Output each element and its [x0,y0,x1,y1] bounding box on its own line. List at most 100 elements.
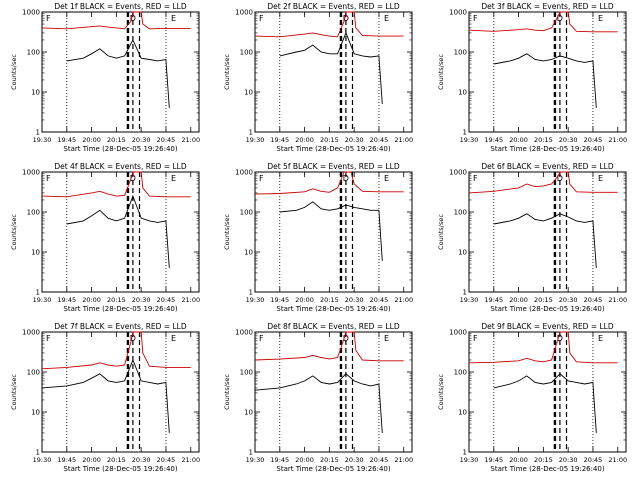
x-tick-label: 21:00 [181,296,200,304]
x-tick-label: 19:45 [57,296,76,304]
x-tick-label: 19:30 [460,296,479,304]
marker-label-e: E [598,174,603,183]
events-series-line [493,53,597,108]
x-tick-label: 20:15 [107,136,126,144]
marker-label-e: E [171,14,176,23]
chart-panel-7: Det 7f BLACK = Events, RED = LLD 1 10 100 10… [10,322,200,473]
x-tick-label: 19:30 [33,136,52,144]
x-axis-label: Start Time (28-Dec-05 19:26:40) [276,305,390,313]
lld-series-line [41,171,191,198]
chart-title: Det 4f BLACK = Events, RED = LLD [54,162,187,171]
y-tick-label: 1000 [235,9,253,17]
marker-label-f: F [259,14,264,23]
y-tick-label: 1 [36,449,40,457]
y-tick-label: 1000 [235,169,253,177]
y-tick-label: 10 [244,89,253,97]
plot-frame [41,171,200,293]
x-tick-label: 19:30 [460,136,479,144]
chart-panel-6: Det 6f BLACK = Events, RED = LLD 1 10 100 10… [437,162,627,313]
y-axis-label: Counts/sec [10,374,18,410]
y-tick-label: 1000 [22,169,40,177]
marker-label-d: D [557,174,563,183]
x-tick-label: 20:30 [559,296,578,304]
x-tick-label: 21:00 [181,136,200,144]
x-tick-label: 19:45 [270,136,289,144]
chart-title: Det 3f BLACK = Events, RED = LLD [481,2,614,11]
y-tick-label: 1000 [449,169,467,177]
x-tick-label: 19:45 [270,296,289,304]
lld-series-line [468,11,618,33]
x-tick-label: 20:00 [82,136,101,144]
x-tick-label: 20:45 [584,136,603,144]
y-tick-label: 1000 [22,329,40,337]
y-axis-label: Counts/sec [437,374,445,410]
x-tick-label: 19:30 [33,456,52,464]
x-tick-label: 20:45 [157,136,176,144]
y-tick-label: 10 [31,409,40,417]
chart-title: Det 5f BLACK = Events, RED = LLD [267,162,400,171]
plot-frame [468,331,627,453]
x-tick-label: 21:00 [394,456,413,464]
lld-series-line [254,11,404,38]
marker-label-e: E [171,334,176,343]
chart-title: Det 2f BLACK = Events, RED = LLD [267,2,400,11]
events-series-line [279,201,383,261]
x-tick-label: 20:15 [534,456,553,464]
plot-frame [41,331,200,453]
x-axis-label: Start Time (28-Dec-05 19:26:40) [490,145,604,153]
marker-label-d: D [343,14,349,23]
y-tick-label: 1 [463,449,467,457]
y-tick-label: 10 [458,89,467,97]
x-axis-label: Start Time (28-Dec-05 19:26:40) [63,465,177,473]
x-axis-label: Start Time (28-Dec-05 19:26:40) [490,305,604,313]
x-tick-label: 19:45 [484,296,503,304]
x-tick-label: 20:45 [157,456,176,464]
x-tick-label: 20:00 [82,296,101,304]
chart-title: Det 8f BLACK = Events, RED = LLD [267,322,400,331]
x-tick-label: 21:00 [394,296,413,304]
y-tick-label: 10 [31,89,40,97]
x-tick-label: 20:00 [295,296,314,304]
y-tick-label: 1000 [449,9,467,17]
y-tick-label: 1000 [449,329,467,337]
y-tick-label: 100 [27,369,40,377]
y-axis-label: Counts/sec [223,214,231,250]
y-axis-label: Counts/sec [10,214,18,250]
y-tick-label: 100 [240,209,253,217]
chart-title: Det 9f BLACK = Events, RED = LLD [481,322,614,331]
x-tick-label: 21:00 [394,136,413,144]
lld-series-line [254,171,404,195]
y-tick-label: 100 [240,369,253,377]
events-series-line [41,358,170,433]
plot-frame [468,171,627,293]
chart-panel-1: Det 1f BLACK = Events, RED = LLD 1 10 100 10… [10,2,200,153]
x-tick-label: 20:15 [320,136,339,144]
y-tick-label: 100 [454,369,467,377]
x-tick-label: 19:45 [484,136,503,144]
chart-panel-8: Det 8f BLACK = Events, RED = LLD 1 10 100 10… [223,322,413,473]
x-tick-label: 20:30 [345,296,364,304]
marker-label-d: D [130,174,136,183]
x-tick-label: 20:45 [584,456,603,464]
x-tick-label: 20:30 [345,456,364,464]
marker-label-f: F [46,334,51,343]
y-axis-label: Counts/sec [10,54,18,90]
y-tick-label: 100 [240,49,253,57]
x-tick-label: 20:00 [509,296,528,304]
x-tick-label: 21:00 [608,136,627,144]
x-tick-label: 20:15 [107,296,126,304]
marker-label-e: E [384,174,389,183]
y-tick-label: 1 [463,289,467,297]
plot-frame [254,11,413,133]
x-tick-label: 21:00 [608,296,627,304]
marker-label-d: D [557,334,563,343]
marker-label-f: F [46,14,51,23]
chart-panel-2: Det 2f BLACK = Events, RED = LLD 1 10 100 10… [223,2,413,153]
x-tick-label: 19:30 [246,456,265,464]
events-series-line [493,373,597,433]
y-tick-label: 1 [249,129,253,137]
x-tick-label: 21:00 [181,456,200,464]
y-tick-label: 100 [454,209,467,217]
x-tick-label: 20:15 [534,296,553,304]
